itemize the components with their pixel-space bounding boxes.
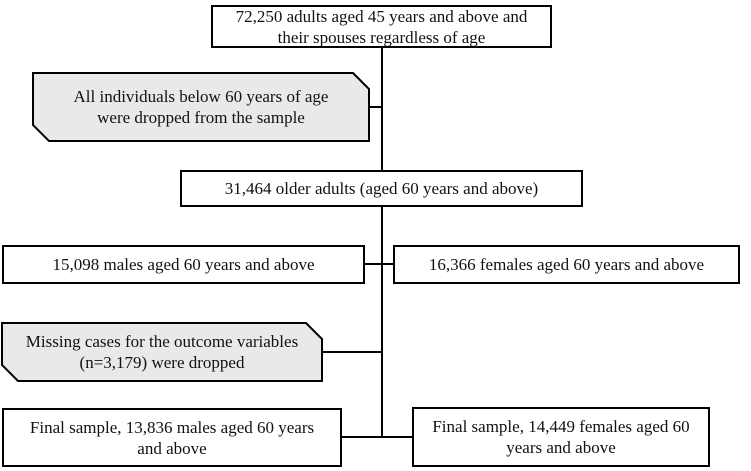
node-older-adults: 31,464 older adults (aged 60 years and a… bbox=[180, 170, 583, 207]
node-total-sample-text: 72,250 adults aged 45 years and above an… bbox=[235, 6, 528, 47]
connector-males bbox=[364, 263, 382, 265]
note-exclusion-under-60: All individuals below 60 years of age we… bbox=[32, 72, 370, 142]
node-final-males-text: Final sample, 13,836 males aged 60 years… bbox=[29, 417, 315, 458]
node-older-adults-text: 31,464 older adults (aged 60 years and a… bbox=[224, 179, 539, 198]
connector-note-under60 bbox=[368, 106, 382, 108]
note-exclusion-missing-cases-text: Missing cases for the outcome variables … bbox=[25, 332, 299, 372]
node-males-text: 15,098 males aged 60 years and above bbox=[52, 255, 315, 274]
connector-final-row bbox=[341, 436, 413, 438]
node-final-males: Final sample, 13,836 males aged 60 years… bbox=[2, 408, 342, 467]
plaque-shape-icon bbox=[1, 322, 323, 382]
node-males: 15,098 males aged 60 years and above bbox=[2, 245, 365, 284]
connector-note-missing bbox=[321, 351, 382, 353]
node-females: 16,366 females aged 60 years and above bbox=[393, 245, 740, 284]
connector-females bbox=[381, 263, 394, 265]
note-exclusion-missing-cases: Missing cases for the outcome variables … bbox=[1, 322, 323, 382]
node-females-text: 16,366 females aged 60 years and above bbox=[428, 255, 705, 274]
node-total-sample: 72,250 adults aged 45 years and above an… bbox=[211, 5, 552, 48]
note-exclusion-under-60-text: All individuals below 60 years of age we… bbox=[73, 87, 329, 127]
connector-main-vertical bbox=[381, 48, 383, 438]
node-final-females: Final sample, 14,449 females aged 60 yea… bbox=[412, 407, 710, 467]
node-final-females-text: Final sample, 14,449 females aged 60 yea… bbox=[432, 417, 690, 457]
plaque-shape-icon bbox=[32, 72, 370, 142]
